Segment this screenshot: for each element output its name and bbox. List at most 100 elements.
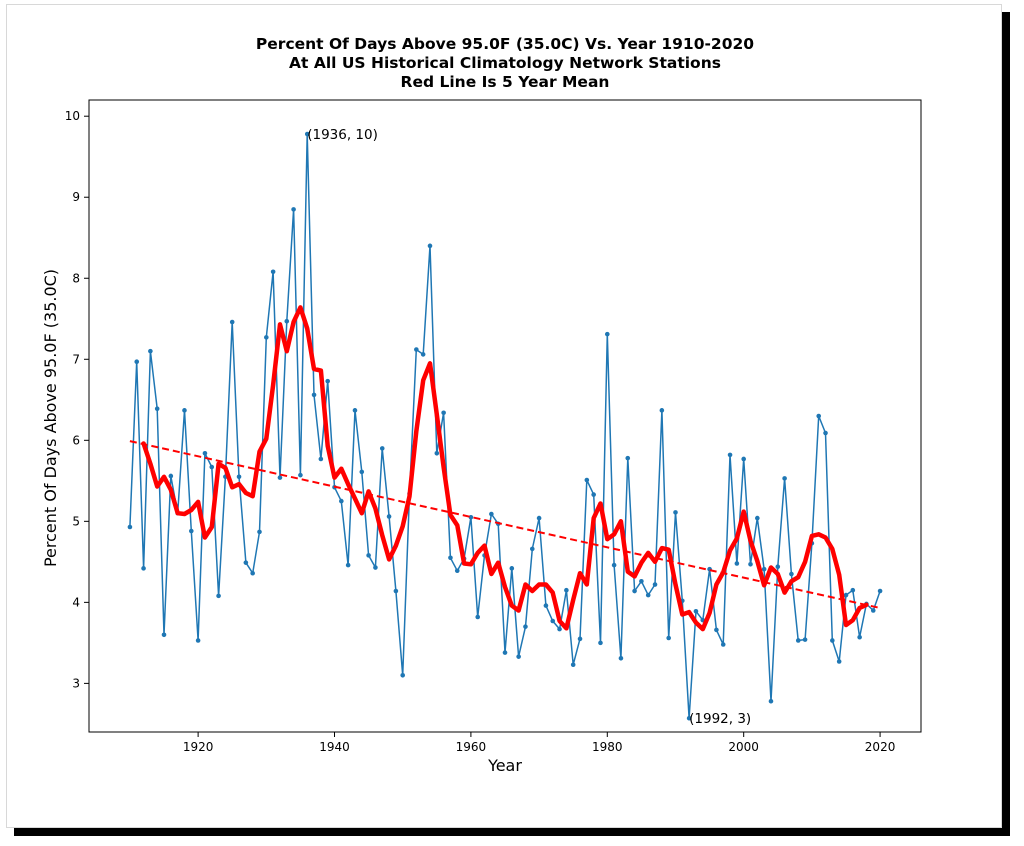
data-point: [748, 561, 753, 567]
data-point: [564, 587, 569, 593]
y-tick-label: 6: [72, 433, 80, 447]
plot-area: [88, 99, 922, 733]
data-point: [339, 498, 344, 504]
data-point: [870, 608, 876, 613]
data-point: [270, 269, 276, 275]
data-point: [182, 408, 187, 413]
data-point: [523, 624, 528, 629]
data-point: [529, 546, 535, 552]
data-point: [795, 638, 801, 643]
data-point: [550, 618, 556, 624]
data-point: [229, 319, 235, 325]
data-point: [161, 632, 167, 638]
data-point: [188, 528, 194, 534]
data-point: [598, 640, 603, 646]
data-point: [516, 654, 521, 659]
data-point: [475, 614, 481, 620]
data-point: [345, 562, 351, 568]
data-point: [243, 560, 249, 565]
data-point: [782, 476, 787, 481]
chart-title-line-1: Percent Of Days Above 95.0F (35.0C) Vs. …: [256, 35, 754, 53]
y-tick-label: 8: [72, 271, 80, 285]
x-tick-label: 1960: [456, 740, 487, 754]
data-point: [768, 698, 774, 704]
data-point: [604, 331, 610, 337]
data-point: [379, 446, 385, 451]
data-point: [823, 430, 828, 436]
data-point: [536, 515, 542, 521]
x-tick-label: 1940: [319, 740, 350, 754]
data-point: [570, 662, 576, 668]
data-point: [755, 515, 760, 521]
data-point: [734, 561, 740, 566]
five-year-mean-line: [141, 305, 869, 632]
chart-title: Percent Of Days Above 95.0F (35.0C) Vs. …: [256, 35, 754, 91]
chart-title-line-3: Red Line Is 5 Year Mean: [401, 73, 610, 91]
data-point: [393, 588, 399, 594]
data-point: [659, 408, 665, 413]
data-point: [727, 452, 733, 458]
data-point: [427, 243, 433, 249]
data-point: [304, 131, 310, 137]
data-point: [639, 578, 644, 584]
data-point: [577, 636, 583, 642]
data-point: [141, 566, 146, 571]
y-tick-label: 10: [65, 109, 80, 123]
data-point: [414, 347, 419, 352]
data-point: [454, 568, 460, 574]
data-point: [816, 413, 822, 419]
data-point: [632, 588, 637, 594]
x-axis-label: Year: [487, 756, 522, 775]
data-point: [209, 464, 215, 470]
data-point: [195, 638, 201, 643]
annotation-label: (1992, 3): [689, 711, 751, 727]
data-point: [557, 626, 562, 632]
data-point: [318, 456, 324, 462]
data-point: [591, 492, 596, 497]
series-layer: [127, 131, 883, 721]
data-point: [298, 472, 303, 478]
data-point: [789, 571, 794, 577]
data-point: [127, 524, 133, 530]
data-point: [611, 562, 617, 568]
y-axis-ticks: 3 4 5 6 7 8 9 10: [65, 109, 89, 690]
data-point: [373, 565, 378, 570]
data-point: [264, 335, 269, 340]
data-point: [420, 352, 426, 357]
data-point: [148, 348, 153, 354]
data-point: [434, 450, 440, 456]
data-point: [836, 659, 842, 664]
data-point: [645, 592, 651, 598]
chart-title-line-2: At All US Historical Climatology Network…: [289, 54, 721, 72]
x-tick-label: 1980: [592, 740, 623, 754]
data-point: [468, 514, 474, 520]
data-point: [489, 511, 494, 517]
data-point: [216, 593, 221, 599]
data-point: [584, 477, 590, 483]
data-point: [284, 318, 290, 324]
y-tick-label: 7: [72, 352, 80, 366]
data-point: [686, 715, 692, 721]
data-point: [154, 406, 160, 412]
data-point: [352, 408, 358, 413]
annotation-layer: (1936, 10) (1992, 3): [307, 127, 751, 727]
data-point: [291, 207, 296, 212]
data-point: [250, 570, 255, 576]
data-point: [843, 592, 849, 598]
data-point: [277, 475, 283, 480]
data-point: [877, 588, 883, 594]
x-tick-label: 2020: [865, 740, 896, 754]
data-point: [618, 655, 624, 661]
data-point: [720, 642, 726, 647]
data-point: [311, 392, 317, 398]
data-point: [325, 378, 330, 384]
data-point: [625, 455, 631, 461]
y-tick-label: 9: [72, 190, 80, 204]
data-point: [775, 564, 781, 570]
y-tick-label: 5: [72, 514, 80, 528]
data-point: [652, 582, 658, 587]
data-point: [543, 603, 549, 608]
data-point: [714, 627, 719, 633]
data-point: [448, 555, 453, 561]
